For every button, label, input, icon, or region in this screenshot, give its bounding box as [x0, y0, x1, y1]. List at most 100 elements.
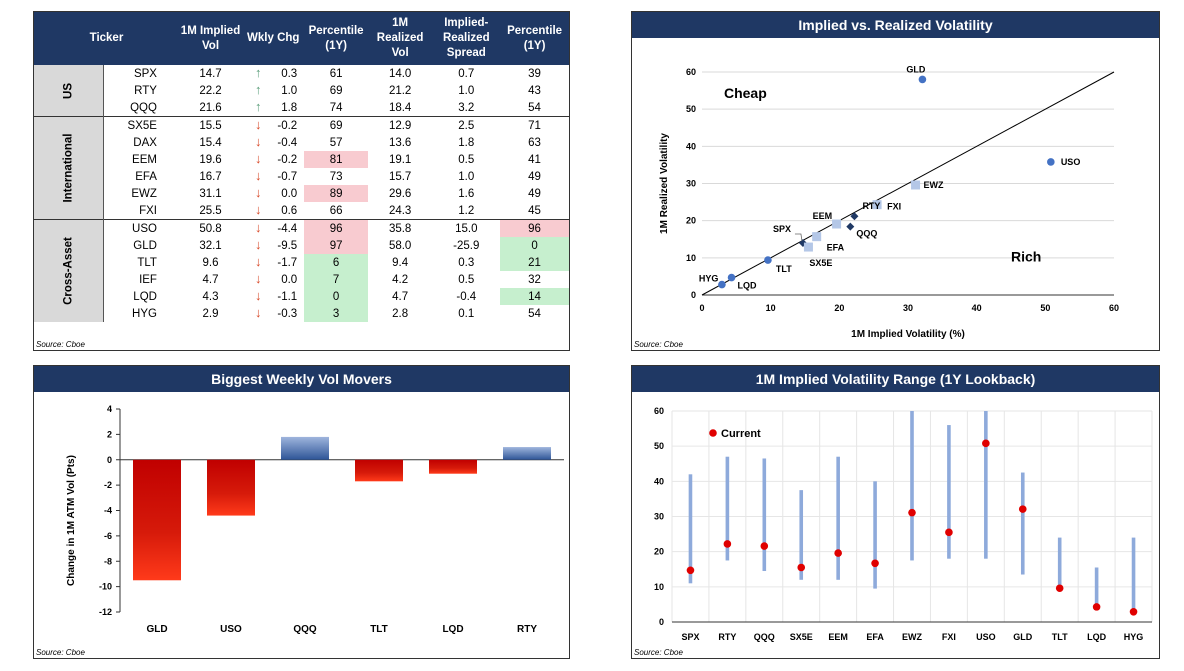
range-bar-hyg: [1131, 537, 1136, 614]
ticker-cell: QQQ: [130, 101, 157, 114]
scatter-point-hyg: [718, 280, 726, 289]
implied-percentile-cell: 81: [304, 151, 368, 168]
scatter-x-tick: 60: [1109, 303, 1119, 313]
scatter-point-label: SPX: [773, 224, 791, 234]
bar-y-tick: -8: [104, 556, 112, 566]
bar-uso: [207, 459, 255, 516]
scatter-point-label: RTY: [862, 201, 880, 211]
implied-vol-cell: 2.9: [202, 307, 219, 320]
scatter-point-label: QQQ: [856, 229, 877, 239]
weekly-change-cell: ↑ 0.3: [242, 65, 304, 82]
bar-y-tick: -2: [104, 480, 112, 490]
arrow-down-icon: ↓: [254, 185, 262, 200]
table-row: RTY 22.2 ↑ 1.0 69 21.2 1.0 43: [34, 82, 569, 99]
header-weekly-change: Wkly Chg: [242, 12, 305, 65]
spread-percentile-cell: 96: [500, 219, 569, 237]
header-realized-vol: 1M Realized Vol: [367, 12, 433, 65]
range-current-fxi: [945, 528, 953, 537]
scatter-y-tick: 10: [686, 253, 696, 263]
scatter-x-tick: 20: [834, 303, 844, 313]
weekly-change-cell: ↓ -0.4: [242, 134, 304, 151]
range-panel: 1M Implied Volatility Range (1Y Lookback…: [631, 365, 1160, 659]
bar-x-tick: LQD: [442, 624, 463, 635]
realized-vol-cell: 35.8: [367, 219, 433, 237]
realized-vol-cell: 21.2: [388, 84, 412, 97]
group-label-text: Cross-Asset: [62, 237, 75, 305]
realized-vol-cell: 15.7: [388, 170, 412, 183]
range-title: 1M Implied Volatility Range (1Y Lookback…: [632, 366, 1159, 392]
scatter-point-tlt: [764, 256, 772, 264]
realized-vol-cell: 4.7: [392, 290, 409, 303]
arrow-down-icon: ↓: [254, 288, 262, 303]
arrow-down-icon: ↓: [254, 168, 262, 183]
scatter-annotation-cheap: Cheap: [724, 85, 767, 101]
weekly-change-cell: ↓ -4.4: [242, 219, 305, 237]
range-bar-tlt: [1057, 537, 1062, 591]
scatter-annotation-rich: Rich: [1011, 249, 1041, 265]
bar-title: Biggest Weekly Vol Movers: [34, 366, 569, 392]
spread-percentile-cell: 43: [528, 84, 541, 97]
bar-y-label: Change in 1M ATM Vol (Pts): [66, 455, 77, 586]
implied-percentile-cell: 73: [329, 170, 343, 183]
scatter-y-tick: 60: [686, 67, 696, 77]
spread-percentile-cell: 0: [500, 237, 569, 254]
implied-vol-cell: 31.1: [199, 187, 222, 200]
spread-percentile-cell: 21: [500, 254, 569, 271]
weekly-change-value: -1.7: [277, 257, 298, 269]
implied-percentile-cell: 61: [329, 67, 343, 80]
scatter-point-label: LQD: [738, 281, 757, 291]
spread-cell: 3.2: [458, 101, 475, 114]
scatter-point-lqd: [727, 273, 736, 282]
header-ticker: Ticker: [34, 12, 179, 65]
bar-chart: 4 2 0 -2 -4 -6 -8 -10 -12 Change in 1M ATM Vol (P…: [66, 404, 564, 635]
spread-cell: 0.7: [458, 67, 475, 80]
scatter-point-label: EWZ: [924, 180, 944, 190]
table-row: EWZ 31.1 ↓ 0.0 89 29.6 1.6 49: [34, 185, 569, 202]
range-current-eem: [834, 549, 842, 557]
realized-vol-cell: 14.0: [388, 67, 412, 80]
ticker-cell: TLT: [137, 256, 157, 269]
range-y-tick: 30: [654, 512, 664, 522]
weekly-change-value: -0.3: [277, 308, 298, 320]
ticker-cell: DAX: [133, 136, 157, 149]
table-source: Source: Cboe: [36, 340, 85, 349]
range-bar-uso: [984, 411, 988, 559]
range-current-hyg: [1129, 608, 1138, 616]
arrow-down-icon: ↓: [254, 271, 262, 286]
table-row: TLT 9.6 ↓ -1.7 6 9.4 0.3 21: [34, 254, 569, 271]
arrow-down-icon: ↓: [254, 237, 262, 252]
scatter-point-label: GLD: [906, 64, 925, 74]
spread-cell: 0.5: [458, 273, 475, 286]
realized-vol-cell: 4.2: [392, 273, 409, 286]
range-legend-marker: [709, 429, 717, 437]
bar-x-tick: RTY: [517, 624, 537, 635]
implied-vol-cell: 32.1: [199, 239, 222, 252]
header-percentile-1: Percentile (1Y): [304, 12, 368, 65]
range-bar-efa: [873, 481, 877, 589]
spread-percentile-cell: 49: [528, 170, 541, 183]
scatter-point-label: EEM: [813, 211, 833, 221]
arrow-up-icon: ↑: [254, 99, 262, 114]
range-x-tick: EEM: [828, 632, 848, 642]
range-bar-eem: [836, 456, 840, 580]
spread-cell: 0.3: [458, 256, 475, 269]
bar-lqd: [429, 459, 477, 474]
realized-vol-cell: 19.1: [388, 153, 412, 166]
implied-vol-cell: 25.5: [199, 204, 222, 217]
range-x-tick: SPX: [681, 632, 699, 642]
range-bar-spx: [688, 474, 693, 584]
bar-y-tick: 0: [107, 455, 112, 465]
spread-cell: 15.0: [432, 219, 501, 237]
range-current-ewz: [908, 508, 916, 517]
scatter-point-label: EFA: [827, 243, 845, 253]
spread-cell: 0.5: [458, 153, 475, 166]
weekly-change-cell: ↑ 1.8: [242, 99, 304, 117]
scatter-panel: Implied vs. Realized Volatility 0 10 20 30 4…: [631, 11, 1160, 351]
range-current-tlt: [1055, 584, 1064, 593]
scatter-chart: 0 10 20 30 40 50 60 0 10 20 30 40 50 60 Cheap Rich 1M Im…: [659, 64, 1119, 340]
range-current-qqq: [760, 542, 769, 550]
implied-percentile-cell: 69: [329, 84, 343, 97]
scatter-source: Source: Cboe: [634, 340, 683, 349]
implied-percentile-cell: 3: [304, 305, 368, 322]
scatter-point-rty: [850, 212, 859, 221]
